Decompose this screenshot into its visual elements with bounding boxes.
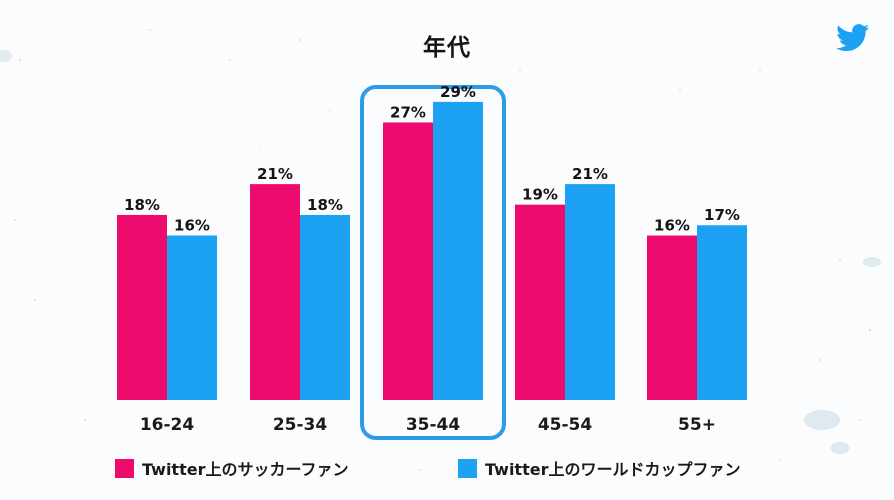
twitter-bird-icon [836, 24, 870, 52]
legend-item-soccer-fans: Twitter上のサッカーファン [115, 455, 349, 481]
x-tick-label-55+: 55+ [678, 415, 716, 435]
bar-soccer-fans-55+ [647, 235, 697, 400]
data-label-soccer-fans-55+: 16% [654, 217, 690, 235]
chart-title: 年代 [423, 35, 471, 61]
bar-soccer-fans-25-34 [250, 184, 300, 400]
x-tick-label-16-24: 16-24 [140, 415, 195, 435]
x-tick-label-35-44: 35-44 [406, 415, 461, 435]
bar-world-cup-fans-25-34 [300, 214, 350, 400]
legend-label-world-cup-fans: Twitter上のワールドカップファン [485, 460, 741, 479]
bar-soccer-fans-45-54 [515, 204, 565, 400]
bar-world-cup-fans-35-44 [433, 101, 483, 400]
data-label-soccer-fans-35-44: 27% [390, 103, 426, 121]
highlight-box [360, 85, 506, 440]
legend-swatch-world-cup-fans [458, 458, 477, 478]
legend-swatch-soccer-fans [115, 458, 134, 478]
data-label-world-cup-fans-35-44: 29% [440, 83, 476, 101]
data-label-world-cup-fans-16-24: 16% [174, 217, 210, 235]
data-label-world-cup-fans-45-54: 21% [572, 165, 608, 183]
bar-soccer-fans-35-44 [383, 122, 433, 400]
bar-world-cup-fans-55+ [697, 225, 747, 400]
chart-legend: Twitter上のサッカーファン Twitter上のワールドカップファン [0, 455, 894, 481]
bar-world-cup-fans-45-54 [565, 184, 615, 400]
data-label-soccer-fans-45-54: 19% [522, 186, 558, 204]
data-label-soccer-fans-25-34: 21% [257, 165, 293, 183]
data-label-world-cup-fans-25-34: 18% [307, 196, 343, 214]
data-label-world-cup-fans-55+: 17% [704, 206, 740, 224]
x-tick-label-25-34: 25-34 [273, 415, 328, 435]
legend-item-world-cup-fans: Twitter上のワールドカップファン [458, 455, 740, 481]
bar-world-cup-fans-16-24 [167, 235, 217, 400]
legend-label-soccer-fans: Twitter上のサッカーファン [142, 460, 349, 479]
data-label-soccer-fans-16-24: 18% [124, 196, 160, 214]
x-tick-label-45-54: 45-54 [538, 415, 593, 435]
bar-soccer-fans-16-24 [117, 214, 167, 400]
